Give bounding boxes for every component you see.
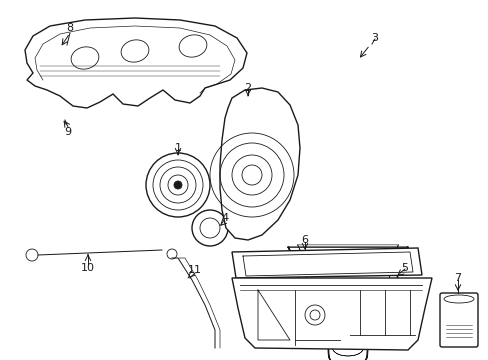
Polygon shape	[220, 88, 299, 240]
Text: 11: 11	[187, 265, 202, 275]
Circle shape	[174, 181, 182, 189]
Text: 6: 6	[301, 235, 308, 245]
Text: 5: 5	[401, 263, 407, 273]
Polygon shape	[25, 18, 246, 108]
Polygon shape	[231, 248, 421, 278]
Text: 1: 1	[174, 143, 181, 153]
Ellipse shape	[443, 295, 473, 303]
Text: 3: 3	[371, 33, 378, 43]
Text: 7: 7	[453, 273, 461, 283]
Text: 9: 9	[64, 127, 71, 137]
Bar	[442, 296, 474, 344]
Text: 10: 10	[81, 263, 95, 273]
Text: 2: 2	[244, 83, 251, 93]
Polygon shape	[231, 278, 431, 350]
Text: 8: 8	[66, 23, 73, 33]
Text: 4: 4	[221, 213, 228, 223]
